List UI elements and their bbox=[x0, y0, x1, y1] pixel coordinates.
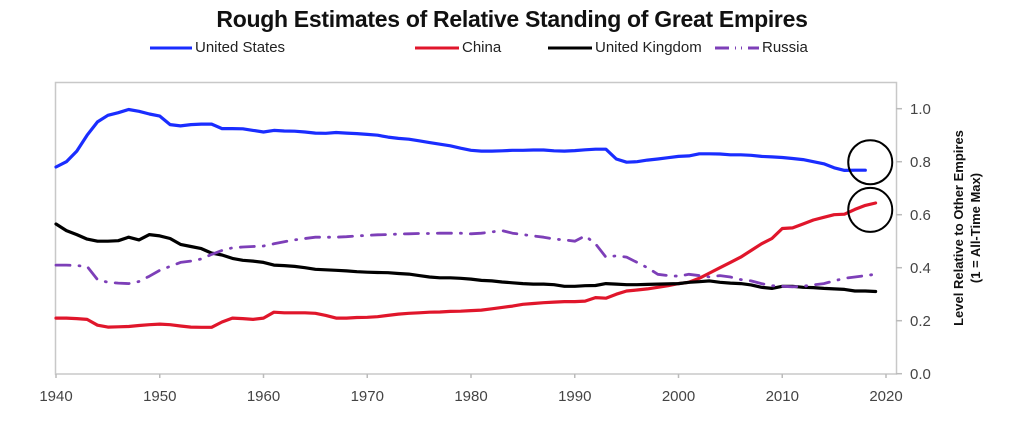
y-tick-label: 0.4 bbox=[910, 260, 931, 277]
legend-item-china: China bbox=[415, 39, 501, 56]
y-tick-label: 1.0 bbox=[910, 101, 931, 118]
y-tick-label: 0.6 bbox=[910, 207, 931, 224]
x-tick-label: 1950 bbox=[143, 388, 176, 405]
legend-item-united-states: United States bbox=[150, 39, 285, 56]
x-axis: 1940 1950 1960 1970 1980 1990 2000 2010 2020 bbox=[39, 374, 903, 405]
x-tick-label: 1960 bbox=[247, 388, 280, 405]
legend-swatch bbox=[415, 46, 459, 49]
legend-swatch bbox=[548, 46, 592, 49]
series-line-china bbox=[54, 201, 878, 329]
series-line-united-kingdom bbox=[54, 222, 878, 294]
y-axis-subtitle: (1 = All-Time Max) bbox=[968, 173, 983, 283]
legend-swatch bbox=[150, 46, 192, 49]
y-axis-title: Level Relative to Other Empires bbox=[951, 130, 966, 326]
y-tick-label: 0.0 bbox=[910, 366, 931, 383]
legend-label: China bbox=[462, 39, 502, 56]
x-tick-label: 2020 bbox=[869, 388, 902, 405]
legend-label: United States bbox=[195, 39, 286, 56]
x-tick-label: 1990 bbox=[558, 388, 591, 405]
annotations bbox=[847, 139, 894, 233]
legend-item-russia: Russia bbox=[715, 39, 808, 56]
series-group bbox=[54, 107, 878, 329]
annotation-circle-china bbox=[847, 186, 894, 233]
x-tick-label: 2000 bbox=[662, 388, 695, 405]
chart-title: Rough Estimates of Relative Standing of … bbox=[216, 6, 808, 32]
plot-frame bbox=[54, 81, 898, 375]
x-tick-label: 1940 bbox=[39, 388, 72, 405]
legend-label: Russia bbox=[762, 39, 808, 56]
y-axis: 0.0 0.2 0.4 0.6 0.8 1.0 bbox=[896, 101, 931, 383]
annotation-circle-united-states bbox=[847, 139, 894, 186]
x-tick-label: 2010 bbox=[766, 388, 799, 405]
y-tick-label: 0.8 bbox=[910, 154, 931, 171]
y-tick-label: 0.2 bbox=[910, 313, 931, 330]
legend-label: United Kingdom bbox=[595, 39, 702, 56]
series-line-russia bbox=[54, 229, 877, 289]
x-tick-label: 1980 bbox=[454, 388, 487, 405]
legend-item-united-kingdom: United Kingdom bbox=[548, 39, 702, 56]
x-tick-label: 1970 bbox=[351, 388, 384, 405]
legend-swatch bbox=[715, 46, 759, 49]
series-line-united-states bbox=[54, 107, 867, 172]
